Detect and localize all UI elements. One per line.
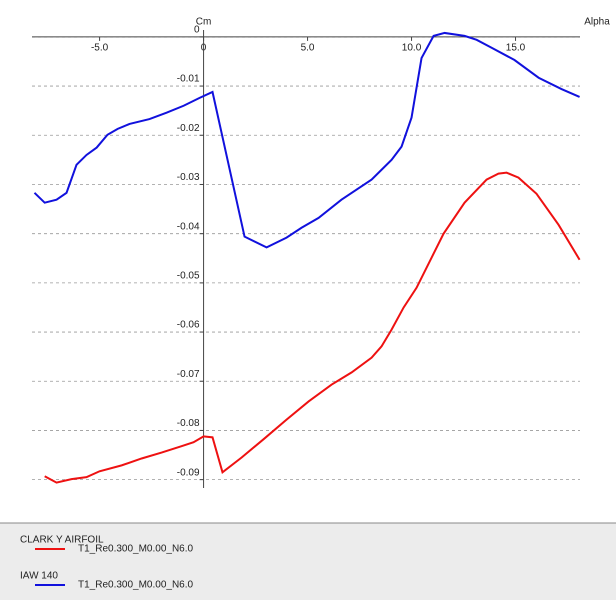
y-tick-label: 0 bbox=[194, 25, 200, 36]
legend-group: IAW 140 bbox=[20, 571, 58, 582]
y-tick-label: -0.02 bbox=[177, 123, 200, 134]
legend-label: T1_Re0.300_M0.00_N6.0 bbox=[78, 544, 194, 555]
legend-panel bbox=[0, 523, 616, 600]
x-tick-label: 5.0 bbox=[301, 43, 315, 54]
x-tick-label: -5.0 bbox=[91, 43, 109, 54]
y-tick-label: -0.05 bbox=[177, 270, 200, 281]
x-axis-label: Alpha bbox=[584, 17, 610, 28]
y-axis-label: Cm bbox=[196, 17, 212, 28]
y-tick-label: -0.06 bbox=[177, 320, 200, 331]
data-line bbox=[44, 171, 581, 484]
y-tick-label: -0.07 bbox=[177, 369, 200, 380]
data-line bbox=[33, 31, 580, 249]
legend-label: T1_Re0.300_M0.00_N6.0 bbox=[78, 580, 194, 591]
y-tick-label: -0.08 bbox=[177, 418, 200, 429]
y-tick-label: -0.09 bbox=[177, 467, 200, 478]
legend-group: CLARK Y AIRFOIL bbox=[20, 535, 104, 546]
y-tick-label: -0.01 bbox=[177, 74, 200, 85]
x-tick-label: 10.0 bbox=[402, 43, 422, 54]
y-tick-label: -0.04 bbox=[177, 221, 200, 232]
y-tick-label: -0.03 bbox=[177, 172, 200, 183]
x-tick-label: 15.0 bbox=[506, 43, 526, 54]
